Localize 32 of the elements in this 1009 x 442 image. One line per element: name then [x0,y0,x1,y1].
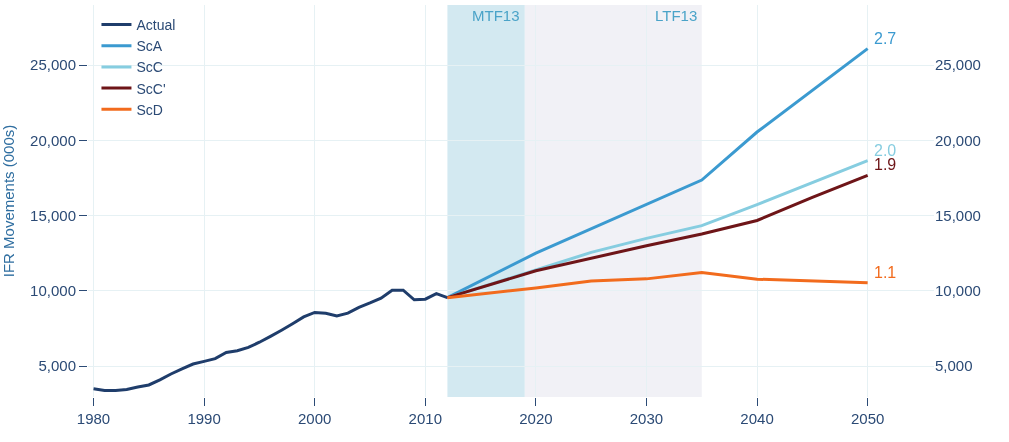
y-tick-label: 25,000 [30,56,76,74]
x-tick-label: 1990 [187,410,221,427]
y-axis-title: IFR Movements (000s) [0,124,17,278]
legend-label: Actual [136,16,176,33]
y-tick-label: 5,000 [38,357,76,375]
x-tick-label: 2010 [408,410,442,427]
annotation: 1.9 [874,156,897,173]
y2-tick-label: 10,000 [935,282,981,300]
y2-tick-label: 15,000 [935,206,981,224]
y-tick-label: 15,000 [30,206,76,224]
legend-label: ScD [136,101,163,118]
legend-label: ScC [136,59,163,76]
x-tick-label: 2050 [850,410,885,427]
x-tick-label: 2030 [629,410,664,427]
y-tick-label: 20,000 [30,131,76,149]
x-tick-label: 2000 [298,410,332,427]
y-tick-label: 10,000 [30,282,76,300]
y2-tick-label: 20,000 [935,131,981,149]
annotation: 2.0 [874,142,897,159]
legend-label: ScC' [136,80,166,97]
y2-tick-label: 5,000 [935,357,973,375]
line-series [445,271,870,300]
annotation: 2.7 [874,30,897,47]
x-tick-label: 2020 [519,410,553,427]
x-tick-label: 2040 [740,410,774,427]
band-label: MTF13 [472,7,520,24]
y2-tick-label: 25,000 [935,56,981,74]
x-tick-label: 1980 [76,410,111,427]
annotation: 1.1 [874,264,897,281]
band-label: LTF13 [655,7,698,24]
line-series [92,288,449,392]
legend-label: ScA [136,38,163,55]
